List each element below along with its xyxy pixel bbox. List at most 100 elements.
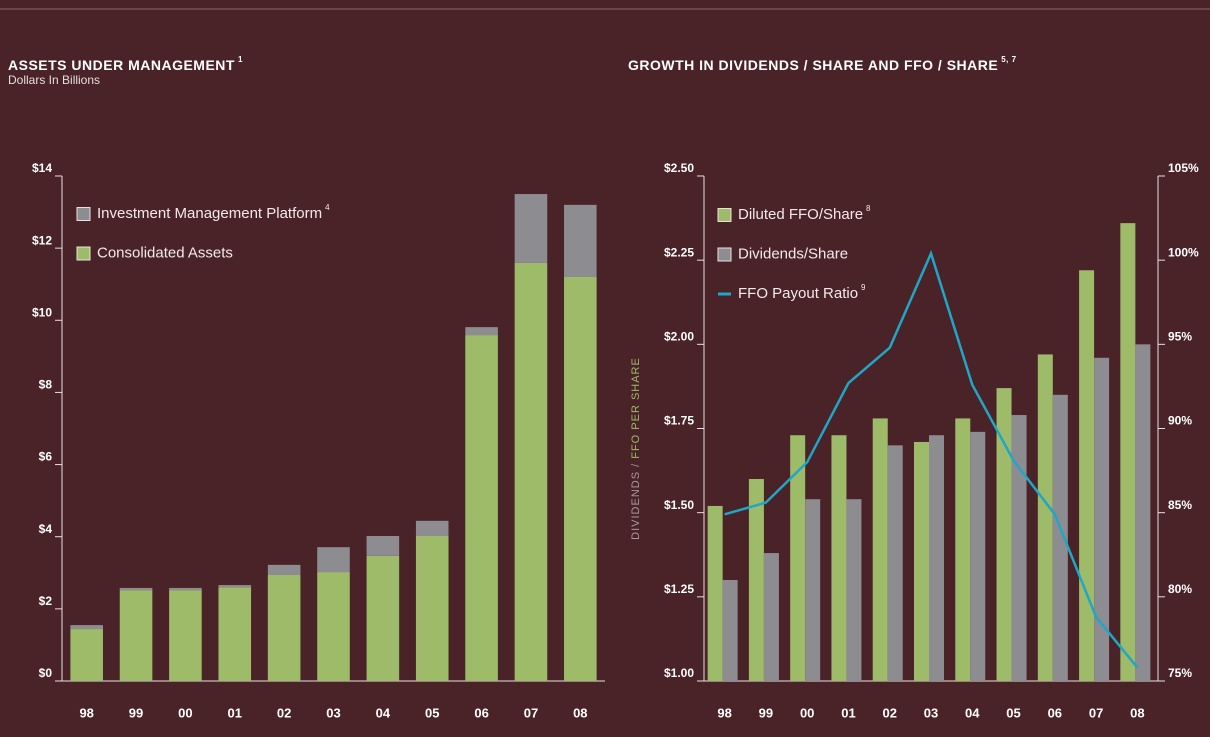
bar	[1120, 223, 1136, 681]
bar-segment	[465, 335, 498, 681]
x-tick-label: 07	[524, 705, 538, 720]
bar	[790, 435, 806, 681]
x-tick-label: 08	[1130, 705, 1144, 720]
bar-segment	[415, 520, 449, 536]
x-tick-label: 02	[882, 705, 896, 720]
bar	[722, 580, 738, 681]
bar-segment	[119, 587, 153, 591]
legend-name: FFO Payout Ratio	[738, 285, 858, 302]
y2-tick-label: 100%	[1168, 245, 1199, 259]
chart-title: ASSETS UNDER MANAGEMENT 1	[8, 55, 243, 73]
x-tick-label: 04	[965, 705, 980, 720]
bar	[1037, 354, 1053, 681]
bar	[763, 553, 779, 681]
legend-label: Diluted FFO/Share 8	[738, 204, 871, 223]
y-tick-label: $1.50	[664, 498, 694, 512]
legend-name: Dividends/Share	[738, 245, 848, 262]
legend-label: FFO Payout Ratio 9	[738, 283, 866, 302]
bar-segment	[70, 625, 103, 630]
bar-segment	[564, 277, 597, 681]
y-tick-label: $0	[39, 666, 53, 680]
x-tick-label: 01	[228, 705, 242, 720]
bar	[846, 499, 862, 681]
x-tick-label: 99	[759, 705, 773, 720]
x-tick-label: 05	[1006, 705, 1020, 720]
legend-label: Dividends/Share	[738, 245, 848, 262]
title-text: GROWTH IN DIVIDENDS / SHARE AND FFO / SH…	[628, 57, 998, 73]
y-tick-label: $2	[39, 594, 53, 608]
y2-tick-label: 95%	[1168, 330, 1192, 344]
bar	[1094, 357, 1110, 681]
bar-segment	[366, 535, 400, 556]
bar-segment	[70, 629, 103, 681]
bar	[887, 445, 903, 681]
x-tick-label: 99	[129, 705, 143, 720]
bar	[996, 388, 1012, 681]
bar	[1079, 270, 1095, 681]
y-tick-label: $1.25	[664, 582, 694, 596]
legend-name: Consolidated Assets	[97, 244, 233, 261]
bar-segment	[218, 585, 252, 588]
legend-swatch	[718, 292, 731, 296]
bar-segment	[465, 327, 498, 336]
y-tick-label: $14	[32, 161, 52, 175]
title-note: 1	[238, 55, 243, 64]
y-tick-label: $12	[32, 233, 52, 247]
x-tick-label: 06	[1048, 705, 1062, 720]
x-tick-label: 98	[79, 705, 93, 720]
x-tick-label: 03	[326, 705, 340, 720]
x-tick-label: 04	[376, 705, 391, 720]
x-tick-label: 00	[178, 705, 192, 720]
y-axis-label-part: FFO PER SHARE	[630, 357, 642, 459]
bar	[805, 499, 821, 681]
bar	[1011, 415, 1027, 681]
bar	[914, 441, 929, 681]
legend-swatch	[717, 247, 732, 262]
y-tick-label: $4	[39, 522, 53, 536]
bar-segment	[119, 590, 153, 681]
y-tick-label: $2.50	[664, 161, 694, 175]
y2-tick-label: 105%	[1168, 161, 1199, 175]
bar-segment	[514, 262, 548, 681]
legend-name: Investment Management Platform	[97, 205, 322, 222]
y2-tick-label: 80%	[1168, 582, 1192, 596]
line	[724, 249, 1139, 669]
chart-subtitle: Dollars In Billions	[8, 73, 100, 87]
bar-segment	[514, 194, 548, 263]
bar-segment	[169, 587, 202, 591]
title-text: ASSETS UNDER MANAGEMENT	[8, 57, 235, 73]
bar-segment	[564, 204, 597, 277]
legend-label: Consolidated Assets	[97, 244, 233, 261]
bar	[1052, 394, 1068, 681]
bar	[1135, 344, 1151, 681]
y2-tick-label: 75%	[1168, 666, 1192, 680]
x-tick-label: 08	[573, 705, 587, 720]
y2-tick-label: 85%	[1168, 498, 1192, 512]
x-tick-label: 98	[717, 705, 731, 720]
y-axis-label-part: DIVIDENDS /	[630, 459, 642, 540]
bar-segment	[366, 555, 400, 681]
bar-segment	[169, 590, 202, 681]
legend-name: Diluted FFO/Share	[738, 206, 863, 223]
y-tick-label: $6	[39, 450, 53, 464]
bar	[831, 435, 847, 681]
y-tick-label: $2.25	[664, 245, 694, 259]
y-tick-label: $2.00	[664, 330, 694, 344]
x-tick-label: 07	[1089, 705, 1103, 720]
chart-title: GROWTH IN DIVIDENDS / SHARE AND FFO / SH…	[628, 55, 1017, 73]
y-axis-label: DIVIDENDS / FFO PER SHARE	[630, 357, 642, 540]
y-tick-label: $8	[39, 378, 53, 392]
bar-segment	[415, 535, 449, 681]
legend-label: Investment Management Platform 4	[97, 203, 330, 222]
legend-note: 8	[866, 204, 871, 213]
x-tick-label: 05	[425, 705, 439, 720]
x-tick-label: 00	[800, 705, 814, 720]
bar-segment	[267, 564, 301, 575]
bar-segment	[317, 572, 350, 681]
bar-segment	[218, 587, 252, 681]
legend-note: 4	[325, 203, 330, 212]
bar	[970, 431, 986, 681]
x-tick-label: 03	[924, 705, 938, 720]
bar	[707, 505, 723, 681]
